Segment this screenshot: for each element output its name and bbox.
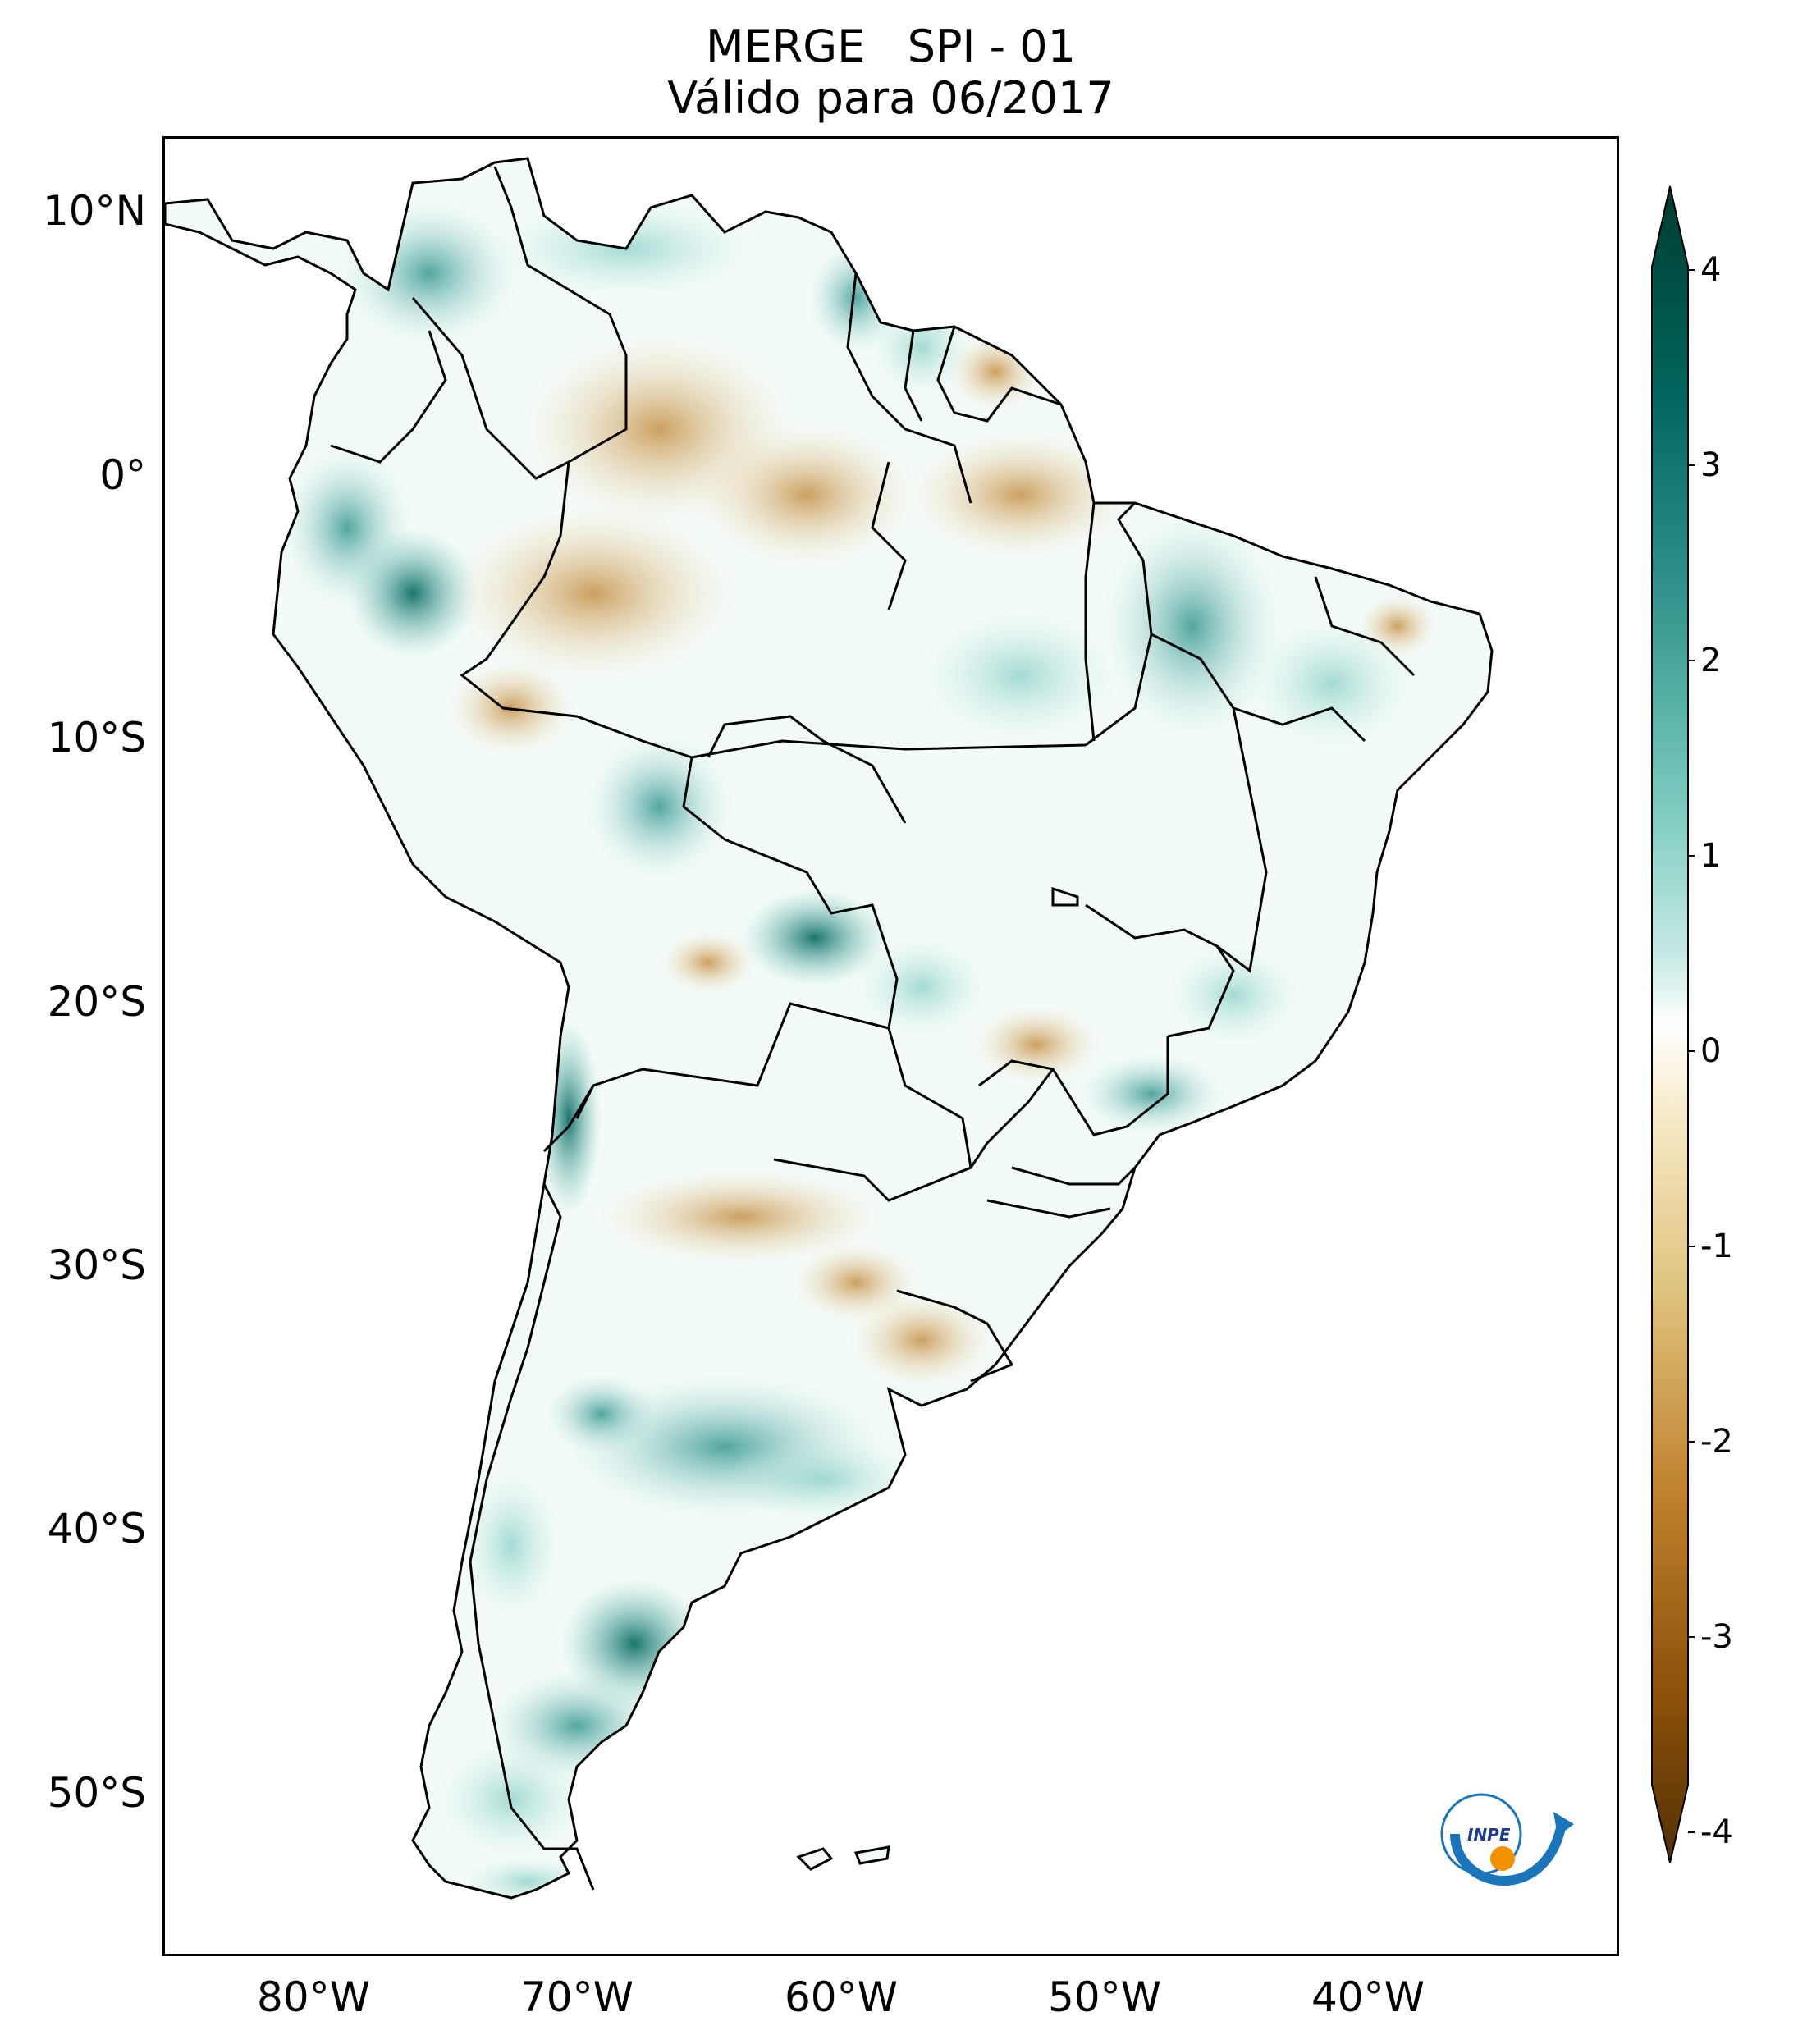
inpe-logo: INPE — [1440, 1793, 1574, 1886]
cb-tick-2: 2 — [1700, 642, 1722, 679]
political-borders — [330, 166, 1416, 1891]
map-area: INPE — [162, 136, 1619, 1956]
lat-label-20s: 20°S — [47, 978, 146, 1026]
cb-tick-4: 4 — [1700, 251, 1722, 289]
colorbar-bar — [1651, 185, 1689, 1863]
lat-label-30s: 30°S — [47, 1241, 146, 1289]
cb-tick-3: 3 — [1700, 446, 1722, 484]
lat-label-50s: 50°S — [47, 1769, 146, 1817]
lon-label-40w: 40°W — [1311, 1973, 1425, 2021]
cb-tick-0: 0 — [1700, 1032, 1722, 1070]
inpe-logo-text: INPE — [1467, 1825, 1511, 1845]
continent-fill — [165, 158, 1492, 1898]
lat-label-10s: 10°S — [47, 714, 146, 761]
cb-tick-neg2: -2 — [1700, 1423, 1733, 1461]
lon-label-60w: 60°W — [784, 1973, 899, 2021]
falkland-islands — [796, 1845, 890, 1871]
south-america-map: INPE — [165, 157, 1574, 1900]
lon-label-50w: 50°W — [1047, 1973, 1162, 2021]
cb-tick-neg4: -4 — [1700, 1813, 1733, 1851]
lat-label-0: 0° — [99, 451, 146, 499]
cb-tick-1: 1 — [1700, 837, 1722, 875]
lat-label-40s: 40°S — [47, 1505, 146, 1552]
lon-label-70w: 70°W — [519, 1973, 634, 2021]
colorbar — [1651, 185, 1695, 1863]
lon-label-80w: 80°W — [256, 1973, 371, 2021]
cb-tick-neg1: -1 — [1700, 1228, 1733, 1265]
lat-label-10n: 10°N — [42, 187, 146, 235]
map-subtitle: Válido para 06/2017 — [667, 72, 1114, 124]
cb-tick-neg3: -3 — [1700, 1618, 1733, 1656]
map-title: MERGE SPI - 01 — [706, 21, 1076, 72]
